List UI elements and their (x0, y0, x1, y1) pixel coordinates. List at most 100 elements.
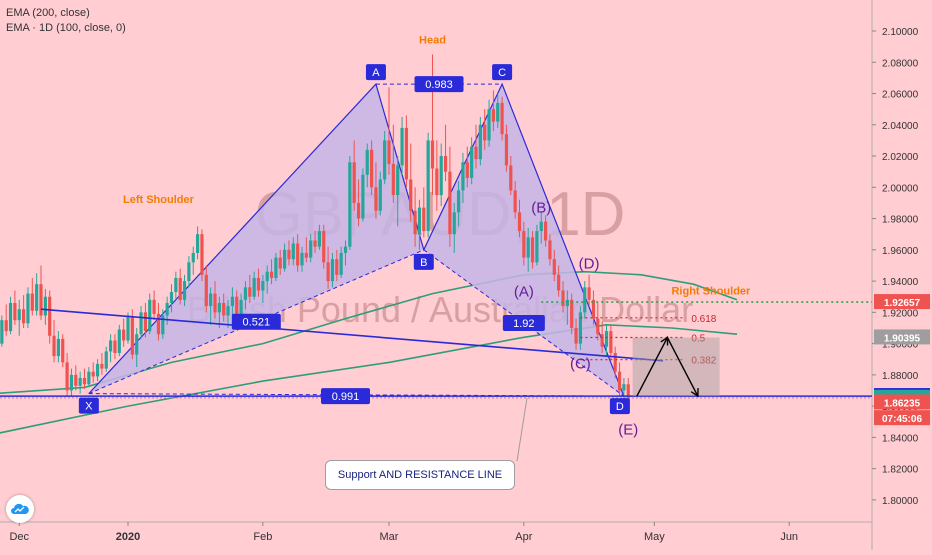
candle-body (365, 149, 369, 175)
candle-body (457, 190, 461, 213)
price-tag-label: 1.92657 (884, 298, 921, 309)
y-tick-label: 1.88000 (882, 371, 919, 382)
pattern-ratio-badge (414, 76, 464, 93)
candle-body (522, 231, 526, 258)
candle-body (370, 149, 374, 188)
candle-body (226, 306, 230, 316)
candle-body (396, 165, 400, 196)
price-axis-panel[interactable] (872, 0, 932, 550)
fib-level-label: 0.5 (691, 334, 705, 345)
pattern-point-badge (413, 253, 434, 270)
candle-body (126, 317, 130, 341)
candle-body (317, 231, 321, 247)
candle-body (161, 315, 165, 335)
callout-connector (516, 397, 528, 462)
candle-body (374, 187, 378, 211)
candle-body (600, 334, 604, 347)
y-tick-label: 1.90000 (882, 340, 919, 351)
candle-body (109, 340, 113, 352)
candle-body (113, 340, 117, 353)
candle-body (291, 243, 295, 260)
candle-body (470, 146, 474, 178)
pattern-ratio-badge (502, 314, 545, 331)
y-tick-label: 1.96000 (882, 246, 919, 257)
pattern-ratio-label: 1.92 (513, 318, 534, 330)
candle-body (417, 207, 422, 235)
head-label: Head (419, 35, 446, 47)
candle-body (361, 174, 365, 219)
candle-body (604, 331, 609, 347)
wave-label: (B) (531, 199, 551, 216)
candle-body (252, 277, 256, 297)
pattern-point-badge (609, 398, 630, 415)
candle-body (504, 134, 509, 166)
indicator-legend[interactable]: EMA (200, close) EMA · 1D (100, close, 0… (6, 6, 126, 36)
candle-body (61, 338, 65, 363)
candle-body (283, 249, 287, 269)
candle-body (356, 202, 361, 219)
candle-body (474, 146, 478, 160)
candle-body (191, 252, 195, 263)
candle-body (43, 296, 47, 316)
price-tag-bg (874, 410, 930, 426)
pattern-point-label: D (616, 401, 624, 413)
candle-body (304, 252, 308, 258)
candle-body (13, 302, 17, 321)
candle-body (56, 338, 60, 357)
candle-body (139, 312, 143, 335)
candle-body (248, 287, 252, 297)
candle-body (65, 362, 69, 391)
candle-body (422, 207, 426, 232)
ema-200-line (0, 323, 738, 434)
candle-body (526, 237, 530, 258)
wave-label: (C) (570, 356, 591, 373)
pattern-point-label: C (498, 67, 506, 79)
fib-level-label: 0.382 (691, 356, 716, 367)
cloud-icon (11, 503, 29, 514)
y-tick-label: 1.98000 (882, 215, 919, 226)
candle-body (209, 293, 213, 307)
candle-body (196, 234, 200, 253)
candle-body (243, 287, 248, 300)
pattern-point-badge (78, 397, 99, 414)
candle-body (626, 384, 630, 398)
candle-body (200, 234, 204, 275)
candle-body (578, 312, 582, 344)
candle-body (26, 293, 30, 324)
candle-body (265, 271, 269, 282)
candle-body (496, 102, 500, 122)
legend-ema-100[interactable]: EMA · 1D (100, close, 0) (6, 22, 126, 34)
candle-body (0, 320, 4, 344)
candle-body (343, 246, 348, 253)
candle-body (613, 352, 617, 372)
candle-body (169, 292, 174, 303)
candle-body (148, 299, 152, 332)
pattern-ratio-label: 0.983 (425, 79, 453, 91)
tradingview-logo-icon[interactable] (6, 495, 34, 523)
candle-body (187, 262, 191, 282)
y-tick-label: 1.94000 (882, 277, 919, 288)
candle-body (217, 302, 221, 313)
candle-body (500, 102, 504, 135)
candle-body (483, 124, 487, 141)
price-tag-label: 1.90395 (884, 333, 921, 344)
x-tick-label: Dec (9, 531, 29, 543)
pattern-point-badge (492, 64, 513, 81)
candle-body (487, 109, 491, 141)
candle-body (596, 318, 600, 335)
candle-body (439, 156, 443, 196)
legend-ema-200[interactable]: EMA (200, close) (6, 7, 90, 19)
candle-body (156, 313, 161, 335)
candle-body (587, 287, 591, 300)
candle-body (130, 317, 134, 355)
projection-box (632, 337, 720, 397)
harmonic-pattern (88, 82, 625, 397)
pattern-point-label: X (85, 401, 93, 413)
candle-body (348, 162, 352, 247)
candle-body (135, 334, 139, 355)
right-shoulder-label: Right Shoulder (671, 286, 751, 298)
candle-body (269, 271, 274, 278)
